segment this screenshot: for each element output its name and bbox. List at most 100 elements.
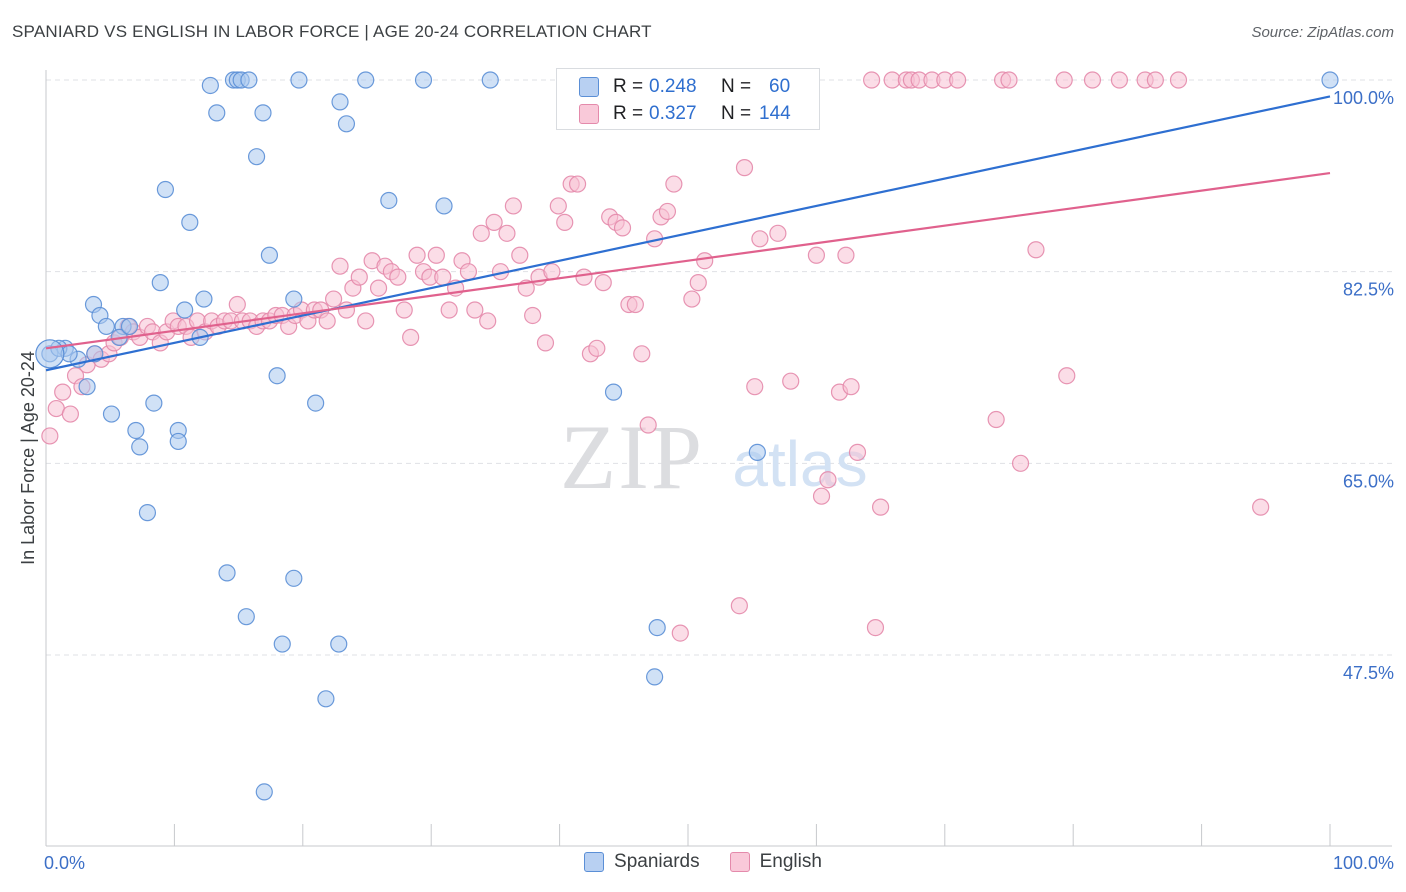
english-point [369, 279, 388, 297]
english-point [987, 410, 1005, 429]
n-value: 60 [769, 76, 791, 97]
y-tick-label: 100.0% [1333, 88, 1394, 108]
english-point [812, 487, 831, 505]
english-point [588, 339, 606, 357]
spaniards-point [97, 317, 115, 336]
english-point [395, 301, 413, 319]
spaniards-points [35, 71, 1339, 801]
spaniards-swatch [584, 852, 605, 872]
legend-item-english[interactable]: English [729, 851, 822, 873]
english-point [782, 372, 800, 390]
spaniards-point [201, 76, 219, 95]
english-point [626, 295, 644, 314]
spaniards-point [435, 197, 453, 215]
english-point [949, 71, 967, 89]
english-point [54, 383, 72, 401]
english-point [466, 301, 484, 319]
x-tick-label: 0.0% [44, 853, 85, 873]
english-point [479, 312, 497, 330]
r-value: 0.327 [649, 103, 697, 124]
spaniards-swatch [579, 77, 599, 97]
spaniards-point [317, 690, 335, 708]
y-tick-label: 65.0% [1343, 471, 1394, 491]
english-point [594, 274, 612, 292]
english-point [1000, 71, 1018, 89]
english-point [389, 268, 407, 286]
english-point [769, 224, 787, 242]
spaniards-point [151, 274, 169, 292]
spaniards-point [330, 635, 348, 653]
spaniards-point [86, 345, 104, 363]
english-point [1058, 367, 1076, 385]
spaniards-point [102, 405, 121, 423]
y-tick-label: 47.5% [1343, 663, 1394, 683]
legend-label-english: English [759, 851, 822, 872]
spaniards-point [35, 339, 65, 369]
english-point [848, 443, 867, 461]
spaniards-point [646, 668, 664, 686]
english-point [730, 597, 748, 615]
spaniards-point [260, 246, 279, 264]
r-value: 0.248 [649, 76, 697, 97]
n-label: N = [721, 76, 752, 97]
spaniards-point [380, 191, 398, 210]
spaniards-point [648, 619, 666, 637]
english-point [498, 224, 516, 242]
english-point [837, 246, 855, 264]
spaniards-point [357, 71, 375, 89]
watermark-zip: ZIP [560, 406, 704, 508]
english-point [683, 290, 701, 308]
axes [45, 70, 1392, 847]
english-point [543, 263, 561, 281]
english-point [427, 246, 445, 264]
english-point [1110, 71, 1129, 89]
spaniards-point [247, 148, 266, 166]
english-point [633, 345, 651, 363]
english-point [504, 197, 522, 215]
y-tick-label: 82.5% [1343, 280, 1394, 300]
spaniards-point [290, 71, 308, 89]
english-point [318, 312, 336, 330]
chart-title: SPANIARD VS ENGLISH IN LABOR FORCE | AGE… [12, 22, 652, 41]
english-point [842, 378, 860, 396]
y-axis-label: In Labor Force | Age 20-24 [18, 351, 38, 565]
spaniards-trendline [45, 95, 1331, 372]
english-point [1011, 454, 1030, 472]
spaniards-point [604, 383, 623, 401]
english-point [863, 71, 881, 89]
english-point [613, 219, 632, 237]
english-point [485, 213, 503, 231]
legend-item-spaniards[interactable]: Spaniards [584, 851, 700, 873]
spaniards-point [748, 443, 766, 461]
spaniards-point [414, 71, 433, 89]
english-point [61, 405, 79, 423]
english-point [665, 175, 683, 193]
english-point [751, 230, 769, 248]
spaniards-point [255, 783, 273, 801]
english-point [658, 202, 677, 221]
spaniards-point [78, 378, 96, 396]
spaniards-point [285, 569, 303, 587]
english-point [472, 224, 490, 242]
english-point [549, 197, 567, 215]
spaniards-point [127, 421, 145, 440]
spaniards-point [481, 71, 499, 89]
english-point [671, 624, 689, 642]
english-point [524, 306, 542, 325]
spaniards-point [254, 104, 272, 122]
english-point [408, 246, 426, 264]
legend-label-spaniards: Spaniards [614, 851, 700, 872]
english-points [41, 71, 1270, 642]
english-swatch [729, 852, 750, 872]
spaniards-point [120, 317, 139, 336]
english-point [871, 498, 890, 516]
correlation-legend: R = 0.248 N = 60 R = 0.327 N = 144 [556, 68, 820, 130]
english-point [41, 427, 59, 445]
spaniards-point [307, 394, 325, 412]
english-trendline [45, 172, 1331, 350]
spaniards-point [240, 71, 258, 89]
n-label: N = [721, 103, 752, 124]
gridlines [46, 79, 1392, 656]
spaniards-point [1321, 71, 1339, 89]
english-point [1146, 71, 1164, 89]
